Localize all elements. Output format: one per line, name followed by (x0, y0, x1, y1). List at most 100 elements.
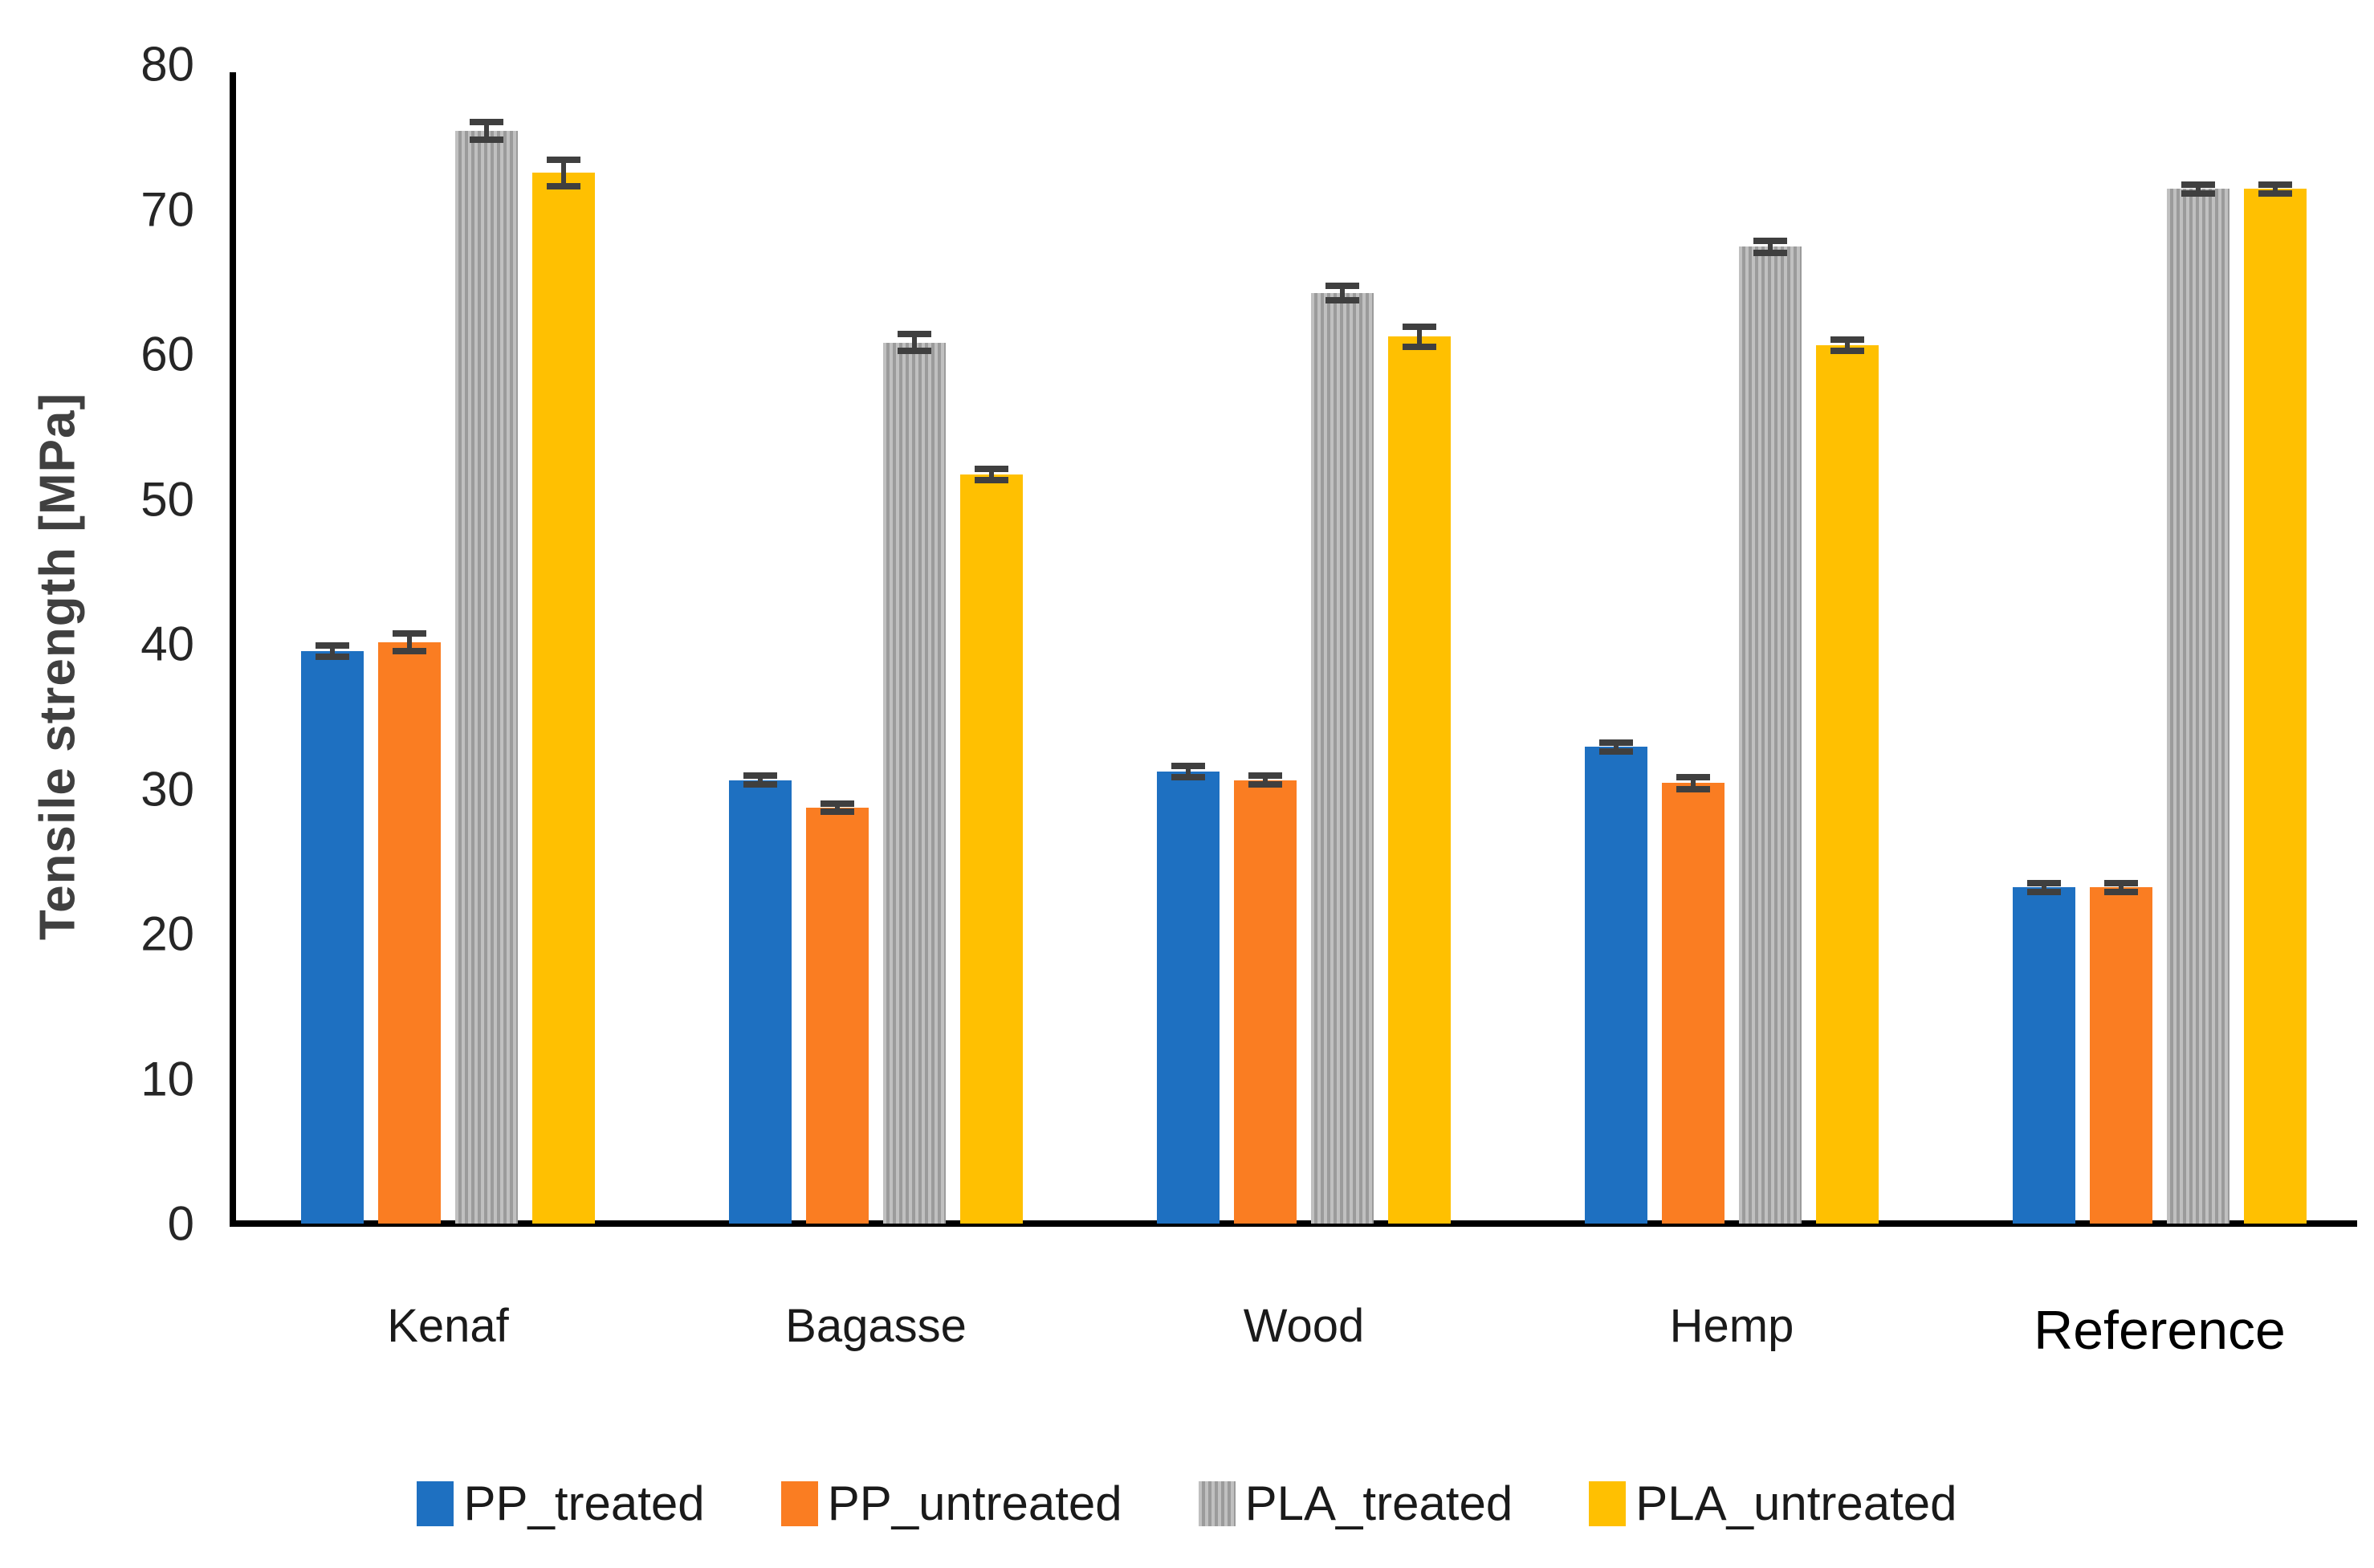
error-bar-cap (1403, 343, 1436, 350)
legend-label: PLA_untreated (1635, 1476, 1957, 1530)
error-bar-cap (393, 648, 426, 655)
error-bar-PP_untreated-Wood (1263, 776, 1268, 785)
error-bar-PLA_treated-Reference (2196, 184, 2201, 193)
error-bar-cap (898, 330, 931, 337)
bar-PP_treated-Hemp (1585, 747, 1647, 1224)
bar-PLA_untreated-Kenaf (532, 173, 595, 1224)
error-bar-PLA_treated-Bagasse (912, 333, 917, 352)
error-bar-cap (1325, 283, 1359, 290)
error-bar-cap (898, 348, 931, 355)
error-bar-PP_treated-Bagasse (758, 776, 763, 785)
x-axis-line (230, 1220, 2357, 1227)
legend-marker-PLA_untreated (1589, 1480, 1627, 1526)
y-tick-label: 20 (140, 906, 194, 961)
error-bar-PLA_treated-Kenaf (484, 122, 489, 140)
error-bar-cap (1403, 323, 1436, 330)
y-tick-label: 10 (140, 1052, 194, 1106)
error-bar-cap (2258, 181, 2292, 188)
error-bar-cap (316, 654, 349, 661)
error-bar-cap (2027, 888, 2061, 895)
bar-PP_untreated-Kenaf (378, 642, 441, 1224)
y-tick-label: 60 (140, 327, 194, 381)
bar-PP_treated-Bagasse (729, 780, 792, 1224)
error-bar-cap (316, 641, 349, 649)
error-bar-cap (2027, 879, 2061, 886)
error-bar-PLA_treated-Wood (1340, 286, 1345, 301)
legend-item-PLA_untreated: PLA_untreated (1589, 1476, 1957, 1531)
error-bar-cap (1599, 747, 1633, 755)
error-bar-cap (975, 465, 1008, 472)
bar-PP_treated-Reference (2013, 887, 2075, 1224)
error-bar-cap (743, 781, 777, 788)
legend-item-PP_treated: PP_treated (417, 1476, 705, 1531)
error-bar-cap (821, 800, 854, 807)
error-bar-cap (1599, 739, 1633, 746)
category-label-Hemp: Hemp (1669, 1300, 1794, 1352)
y-tick-label: 80 (140, 37, 194, 92)
bar-PLA_treated-Hemp (1739, 246, 1802, 1224)
error-bar-PLA_untreated-Reference (2273, 184, 2278, 193)
bar-PP_untreated-Hemp (1662, 783, 1725, 1224)
legend-item-PP_untreated: PP_untreated (780, 1476, 1122, 1531)
error-bar-cap (2181, 189, 2215, 197)
error-bar-cap (2104, 888, 2138, 895)
error-bar-cap (1753, 249, 1787, 256)
y-axis-line (230, 72, 236, 1227)
category-label-Bagasse: Bagasse (785, 1300, 967, 1352)
bar-PP_untreated-Wood (1234, 780, 1297, 1224)
error-bar-PLA_untreated-Wood (1417, 326, 1422, 347)
error-bar-cap (1248, 772, 1282, 780)
bar-PP_untreated-Reference (2090, 887, 2152, 1224)
y-tick-label: 0 (167, 1196, 194, 1251)
bar-PLA_untreated-Bagasse (960, 474, 1023, 1224)
legend-marker-PLA_treated (1198, 1480, 1236, 1526)
error-bar-cap (975, 477, 1008, 484)
bar-PP_untreated-Bagasse (806, 807, 869, 1224)
bar-PLA_treated-Bagasse (883, 342, 946, 1224)
legend-label: PP_untreated (827, 1476, 1122, 1530)
error-bar-cap (1325, 297, 1359, 304)
error-bar-PP_treated-Hemp (1614, 742, 1619, 751)
legend-label: PP_treated (463, 1476, 705, 1530)
error-bar-PP_treated-Reference (2042, 882, 2046, 892)
error-bar-cap (547, 157, 580, 164)
error-bar-cap (1171, 762, 1205, 769)
error-bar-PLA_untreated-Hemp (1845, 339, 1850, 352)
error-bar-cap (2104, 879, 2138, 886)
y-tick-label: 40 (140, 617, 194, 671)
bar-PP_treated-Kenaf (301, 651, 364, 1224)
category-label-Kenaf: Kenaf (387, 1300, 509, 1352)
error-bar-PP_treated-Wood (1186, 765, 1191, 778)
error-bar-cap (393, 630, 426, 637)
error-bar-cap (821, 808, 854, 816)
error-bar-cap (547, 182, 580, 189)
error-bar-PP_untreated-Hemp (1691, 777, 1696, 789)
error-bar-PLA_untreated-Bagasse (989, 468, 994, 481)
error-bar-cap (1830, 348, 1864, 355)
bar-PLA_untreated-Hemp (1816, 345, 1879, 1224)
bar-PLA_treated-Kenaf (455, 131, 518, 1224)
error-bar-PP_untreated-Kenaf (407, 633, 412, 652)
error-bar-PP_untreated-Bagasse (835, 803, 840, 813)
error-bar-cap (1753, 238, 1787, 245)
error-bar-cap (2258, 189, 2292, 197)
error-bar-cap (1830, 336, 1864, 343)
y-tick-label: 30 (140, 762, 194, 816)
legend-label: PLA_treated (1244, 1476, 1513, 1530)
error-bar-PLA_treated-Hemp (1768, 241, 1773, 253)
error-bar-cap (470, 119, 503, 126)
legend-marker-PP_untreated (780, 1480, 818, 1526)
legend: PP_treated PP_untreated PLA_treated PLA_unt… (0, 1476, 2374, 1531)
error-bar-PLA_untreated-Kenaf (561, 160, 566, 186)
error-bar-cap (2181, 181, 2215, 188)
error-bar-cap (1676, 774, 1710, 781)
bar-PLA_treated-Reference (2167, 189, 2229, 1224)
category-label-Reference: Reference (2034, 1300, 2286, 1361)
category-label-Wood: Wood (1243, 1300, 1365, 1352)
y-tick-label: 50 (140, 472, 194, 526)
error-bar-cap (470, 136, 503, 143)
bar-PLA_treated-Wood (1311, 293, 1374, 1224)
error-bar-cap (1676, 785, 1710, 792)
error-bar-PP_untreated-Reference (2119, 882, 2124, 892)
